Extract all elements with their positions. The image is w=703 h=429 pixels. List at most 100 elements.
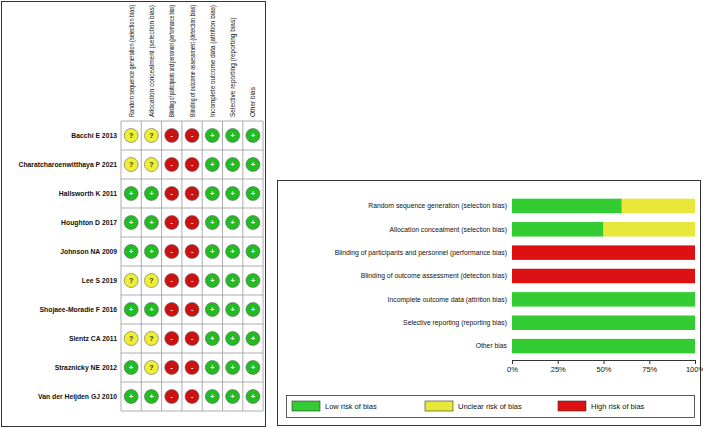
judgement-circle <box>205 303 219 317</box>
judgement-circle <box>205 332 219 346</box>
judgement-symbol: + <box>210 393 214 400</box>
grid-line <box>121 208 263 209</box>
judgement-circle <box>226 390 240 404</box>
grid-line <box>141 121 142 411</box>
grid-line <box>121 121 263 122</box>
judgement-symbol: - <box>171 132 174 139</box>
judgement-symbol: + <box>210 364 214 371</box>
x-axis: 0%25%50%75%100% <box>507 360 703 374</box>
judgement-symbol: ? <box>129 161 133 168</box>
judgement-symbol: + <box>210 306 214 313</box>
bar-segment <box>695 199 696 213</box>
tick-label: 50% <box>596 365 611 374</box>
judgement-circle <box>246 216 260 230</box>
judgement-circle <box>246 390 260 404</box>
bar-segment <box>695 339 696 353</box>
tick-label: 0% <box>507 365 518 374</box>
judgement-circle <box>185 216 199 230</box>
judgement-symbol: + <box>231 335 235 342</box>
category-label: Selective reporting (reporting bias) <box>403 319 507 327</box>
category-label: Blinding of participants and personnel (… <box>335 249 507 257</box>
judgement-symbol: + <box>149 248 153 255</box>
judgement-circle <box>165 158 179 172</box>
judgement-symbol: ? <box>149 161 153 168</box>
bar-segment <box>695 339 696 353</box>
judgement-symbol: - <box>171 306 174 313</box>
judgement-circle <box>165 216 179 230</box>
bars <box>512 199 695 354</box>
judgement-symbol: - <box>191 306 194 313</box>
judgement-circle <box>144 216 158 230</box>
bar-segment <box>512 269 695 283</box>
judgement-symbol: - <box>191 364 194 371</box>
judgement-symbol: + <box>251 335 255 342</box>
judgement-circle <box>226 274 240 288</box>
judgement-symbol: + <box>231 161 235 168</box>
judgement-symbol: + <box>251 393 255 400</box>
judgement-circle <box>144 274 158 288</box>
bar-segment <box>622 199 695 213</box>
judgement-circle <box>144 361 158 375</box>
bar-segment <box>604 222 696 236</box>
grid-line <box>121 179 263 180</box>
judgement-circle <box>185 245 199 259</box>
row-label: Lee S 2019 <box>82 277 117 284</box>
judgement-circle <box>165 361 179 375</box>
judgement-circle <box>124 274 138 288</box>
bar-segment <box>512 315 695 329</box>
judgement-circle <box>124 332 138 346</box>
grid-line <box>121 382 263 383</box>
judgement-circle <box>124 187 138 201</box>
panel-frame <box>2 2 266 427</box>
bar-segment <box>512 199 622 213</box>
judgement-circle <box>246 361 260 375</box>
judgement-symbol: - <box>191 277 194 284</box>
legend-label: Low risk of bias <box>325 402 377 411</box>
tick-label: 100% <box>686 365 703 374</box>
judgement-symbol: - <box>191 219 194 226</box>
column-header: Other bias <box>249 86 256 117</box>
category-label: Blinding of outcome assessment (detectio… <box>361 272 507 280</box>
judgement-symbol: + <box>251 306 255 313</box>
judgement-circle <box>185 303 199 317</box>
category-label: Allocation concealment (selection bias) <box>390 226 508 234</box>
judgement-circle <box>124 390 138 404</box>
judgement-symbol: - <box>191 161 194 168</box>
judgement-symbol: - <box>171 161 174 168</box>
judgement-symbol: + <box>210 219 214 226</box>
bar-segment <box>512 292 695 306</box>
legend-label: High risk of bias <box>591 402 645 411</box>
judgement-circle <box>185 274 199 288</box>
judgement-symbol: + <box>251 161 255 168</box>
judgement-symbol: - <box>171 190 174 197</box>
grid-line <box>202 121 203 411</box>
judgement-circle <box>226 332 240 346</box>
row-label: Shojaee-Moradie F 2016 <box>40 306 118 314</box>
judgement-circle <box>246 187 260 201</box>
judgement-circle <box>226 158 240 172</box>
tick: 50% <box>596 360 611 374</box>
legend-swatch <box>292 401 320 411</box>
judgement-circle <box>144 187 158 201</box>
judgement-symbol: - <box>171 219 174 226</box>
tick: 75% <box>642 360 657 374</box>
bar-segment <box>695 315 696 329</box>
tick-mark <box>512 360 513 364</box>
judgement-circle <box>165 187 179 201</box>
summary-chart: Random sequence generation (selection bi… <box>278 181 703 426</box>
grid-line <box>242 121 243 411</box>
judgement-circle <box>165 332 179 346</box>
judgement-symbol: ? <box>129 277 133 284</box>
judgement-circle <box>124 129 138 143</box>
bar-segment <box>512 245 695 259</box>
judgement-symbol: + <box>129 364 133 371</box>
tick-mark <box>649 360 650 364</box>
judgement-symbol: + <box>231 219 235 226</box>
grid-line <box>181 121 182 411</box>
judgement-circle <box>246 245 260 259</box>
judgement-symbol: ? <box>149 132 153 139</box>
row-label: Bacchi E 2013 <box>71 132 117 139</box>
judgement-circle <box>205 187 219 201</box>
row-label: Johnson NA 2009 <box>60 248 117 255</box>
judgement-circle <box>124 216 138 230</box>
